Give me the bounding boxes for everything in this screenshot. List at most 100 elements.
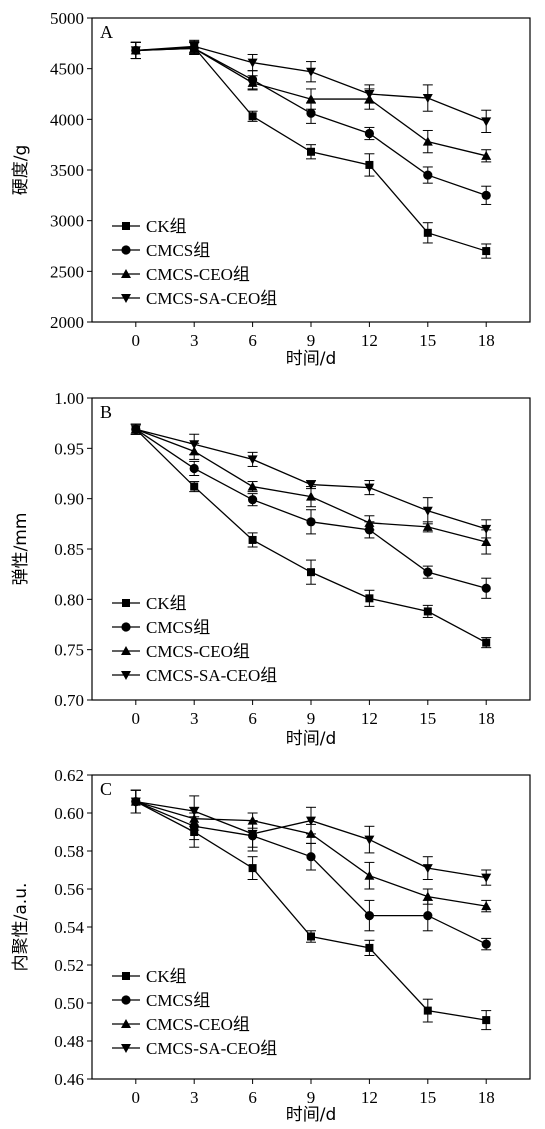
x-tick-label: 0 (132, 709, 141, 728)
x-tick-label: 9 (307, 709, 316, 728)
x-tick-label: 0 (132, 1088, 141, 1107)
data-point (482, 1016, 491, 1025)
data-point (365, 160, 374, 169)
x-tick-label: 12 (361, 1088, 378, 1107)
x-axis-label: 时间/d (286, 729, 337, 749)
x-tick-label: 9 (307, 331, 316, 350)
x-tick-label: 3 (190, 1088, 199, 1107)
x-axis-label: 时间/d (286, 349, 337, 369)
data-point (422, 521, 433, 531)
y-axis-label: 弹性/mm (11, 513, 31, 586)
y-tick-label: 0.58 (54, 842, 84, 861)
data-point (364, 870, 375, 880)
data-point (306, 852, 316, 862)
data-point (481, 901, 492, 911)
legend-marker (122, 972, 130, 980)
x-tick-label: 15 (419, 1088, 436, 1107)
data-point (306, 517, 316, 527)
x-tick-label: 12 (361, 331, 378, 350)
data-point (130, 46, 141, 56)
data-point (423, 567, 433, 577)
x-tick-label: 3 (190, 709, 199, 728)
data-point (364, 911, 374, 921)
x-tick-label: 6 (248, 1088, 257, 1107)
data-point (481, 939, 491, 949)
legend-marker (121, 269, 131, 278)
data-point (481, 150, 492, 160)
y-tick-label: 0.48 (54, 1032, 84, 1051)
data-point (247, 829, 258, 839)
data-point (481, 536, 492, 546)
data-point (422, 136, 433, 146)
data-point (307, 147, 315, 156)
legend: CK组 CMCS组 CMCS-CEO组 CMCS-SA-CEO组 (112, 217, 277, 308)
data-point (306, 94, 316, 104)
legend-marker (121, 294, 131, 303)
y-tick-label: 0.70 (54, 691, 84, 710)
legend-label: CMCS组 (146, 241, 210, 260)
data-point (189, 807, 200, 817)
data-point (306, 108, 316, 118)
y-tick-label: 0.60 (54, 804, 84, 823)
data-point (190, 482, 199, 491)
x-tick-label: 18 (478, 709, 495, 728)
x-tick-label: 6 (248, 331, 257, 350)
data-point (423, 911, 433, 921)
data-point (248, 535, 257, 544)
legend-marker (121, 671, 131, 680)
y-tick-label: 0.85 (54, 540, 84, 559)
legend-marker (121, 995, 131, 1005)
legend-marker (121, 1019, 131, 1028)
x-tick-label: 0 (132, 331, 141, 350)
data-point (422, 891, 433, 901)
data-point (481, 873, 492, 883)
y-tick-label: 0.75 (54, 641, 84, 660)
data-point (481, 583, 491, 593)
data-point (189, 463, 199, 474)
x-tick-label: 9 (307, 1088, 316, 1107)
series-square (130, 423, 492, 649)
y-tick-label: 3000 (50, 212, 84, 231)
x-tick-label: 12 (361, 709, 378, 728)
data-point (130, 425, 141, 435)
data-point (364, 517, 375, 527)
y-tick-label: 0.46 (54, 1070, 84, 1089)
y-tick-label: 1.00 (54, 389, 84, 408)
chart-panel-c: C 0 3 6 9 12 15 18 0.46 0.48 0.50 0.52 0.54 0.56 0.58 0… (11, 766, 531, 1125)
legend-label: CMCS-SA-CEO组 (146, 1039, 277, 1058)
data-point (306, 67, 316, 77)
data-point (130, 797, 141, 807)
data-point (248, 864, 257, 873)
y-tick-label: 0.90 (54, 490, 84, 509)
legend-label: CMCS组 (146, 618, 210, 637)
y-tick-label: 0.54 (54, 918, 84, 937)
data-point (247, 455, 258, 465)
y-tick-label: 2500 (50, 262, 84, 281)
y-tick-label: 0.52 (54, 956, 84, 975)
data-point (481, 117, 492, 127)
x-axis-label: 时间/d (286, 1105, 337, 1125)
x-tick-label: 18 (478, 1088, 495, 1107)
legend-marker (122, 599, 130, 607)
data-point (422, 94, 433, 104)
series-line (135, 428, 487, 644)
legend: CK组 CMCS组 CMCS-CEO组 CMCS-SA-CEO组 (112, 594, 277, 685)
data-point (248, 495, 258, 505)
data-point (423, 170, 433, 180)
legend-label: CK组 (146, 967, 187, 986)
legend-label: CMCS-SA-CEO组 (146, 666, 277, 685)
y-tick-label: 2000 (50, 313, 84, 332)
data-point (248, 112, 257, 121)
data-point (364, 128, 374, 139)
data-point (423, 607, 432, 616)
data-point (306, 816, 316, 826)
legend-marker (121, 1044, 131, 1053)
legend-marker (121, 622, 131, 632)
data-point (247, 58, 258, 68)
legend-marker (121, 646, 131, 655)
legend: CK组 CMCS组 CMCS-CEO组 CMCS-SA-CEO组 (112, 967, 277, 1058)
data-point (365, 594, 374, 603)
panel-letter: A (100, 22, 113, 42)
legend-marker (121, 245, 131, 255)
